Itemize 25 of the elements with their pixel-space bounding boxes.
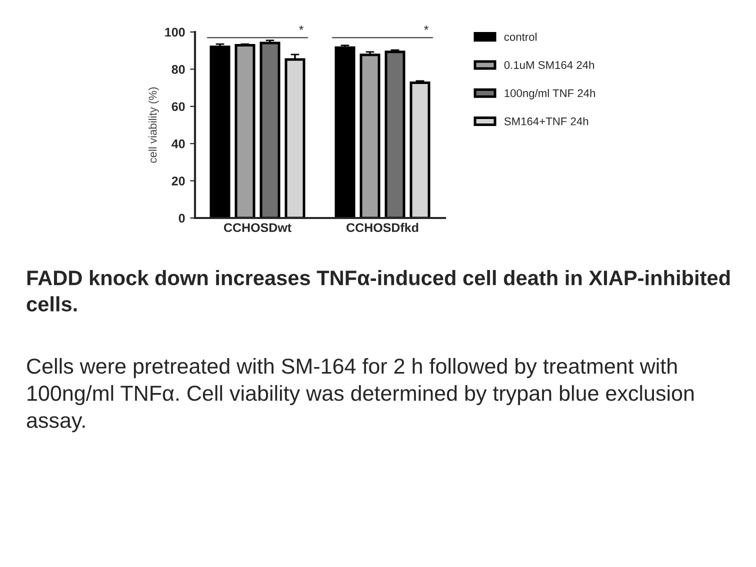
bar [234, 44, 256, 218]
text: FADD knock down increases TNFα-induced cell death in XIAP-inhibited cells. [26, 270, 730, 312]
y-tick-label: 80 [172, 65, 185, 74]
bar [360, 54, 380, 218]
text: * [299, 25, 304, 30]
legend-label: 0.1uM SM164 24h [504, 60, 594, 69]
y-tick-label: 40 [172, 139, 185, 148]
x-tick-label: CCHOSDwt [224, 223, 292, 232]
bar [334, 46, 356, 218]
bar [210, 46, 230, 218]
y-tick-label: 60 [172, 102, 185, 112]
bar [410, 82, 430, 218]
legend-label: 100ng/ml TNF 24h [504, 88, 595, 100]
text: * [424, 25, 428, 30]
bar [384, 50, 406, 218]
x-tick-label: CCHOSDfkd [346, 222, 418, 232]
text: Cells were pretreated with SM-164 for 2 h followed by treatment with 100ng/ml TNFα. Cell viability was determined by trypan blue exclusion assay. [26, 358, 694, 432]
y-tick-label: 100 [165, 28, 185, 37]
bar [284, 58, 306, 218]
legend-label: control [504, 32, 536, 41]
y-tick-label: 20 [172, 176, 185, 186]
bar [260, 42, 280, 218]
y-tick-label: 0 [178, 214, 185, 223]
y-axis-title: cell viability (%) [148, 87, 159, 163]
legend-label: SM164+TNF 24h [504, 117, 588, 126]
